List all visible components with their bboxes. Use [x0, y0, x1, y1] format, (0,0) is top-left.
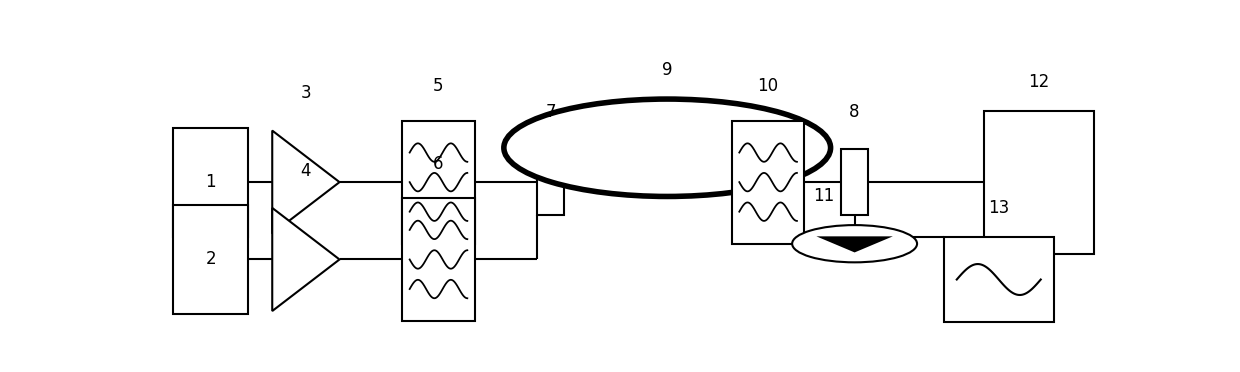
- Bar: [537, 149, 564, 215]
- Bar: [403, 121, 475, 244]
- Text: 8: 8: [849, 103, 859, 121]
- Circle shape: [792, 225, 918, 262]
- Text: 2: 2: [206, 250, 216, 269]
- Text: 10: 10: [758, 77, 779, 95]
- Text: 13: 13: [988, 199, 1009, 217]
- Text: 1: 1: [206, 173, 216, 191]
- Circle shape: [503, 99, 831, 196]
- Text: 4: 4: [300, 162, 311, 180]
- Bar: [403, 198, 475, 321]
- Text: 11: 11: [813, 187, 835, 205]
- Polygon shape: [273, 131, 340, 234]
- Polygon shape: [816, 236, 893, 253]
- Bar: [944, 237, 1054, 323]
- Bar: [732, 121, 805, 244]
- Text: 9: 9: [662, 61, 672, 79]
- Text: 5: 5: [433, 77, 444, 95]
- Text: 12: 12: [1028, 73, 1050, 91]
- Text: 3: 3: [300, 84, 311, 102]
- Bar: [841, 149, 868, 215]
- Text: 6: 6: [433, 154, 444, 173]
- Text: 7: 7: [546, 103, 557, 121]
- Bar: [174, 205, 248, 314]
- Polygon shape: [273, 208, 340, 311]
- Bar: [983, 110, 1095, 254]
- Bar: [174, 128, 248, 237]
